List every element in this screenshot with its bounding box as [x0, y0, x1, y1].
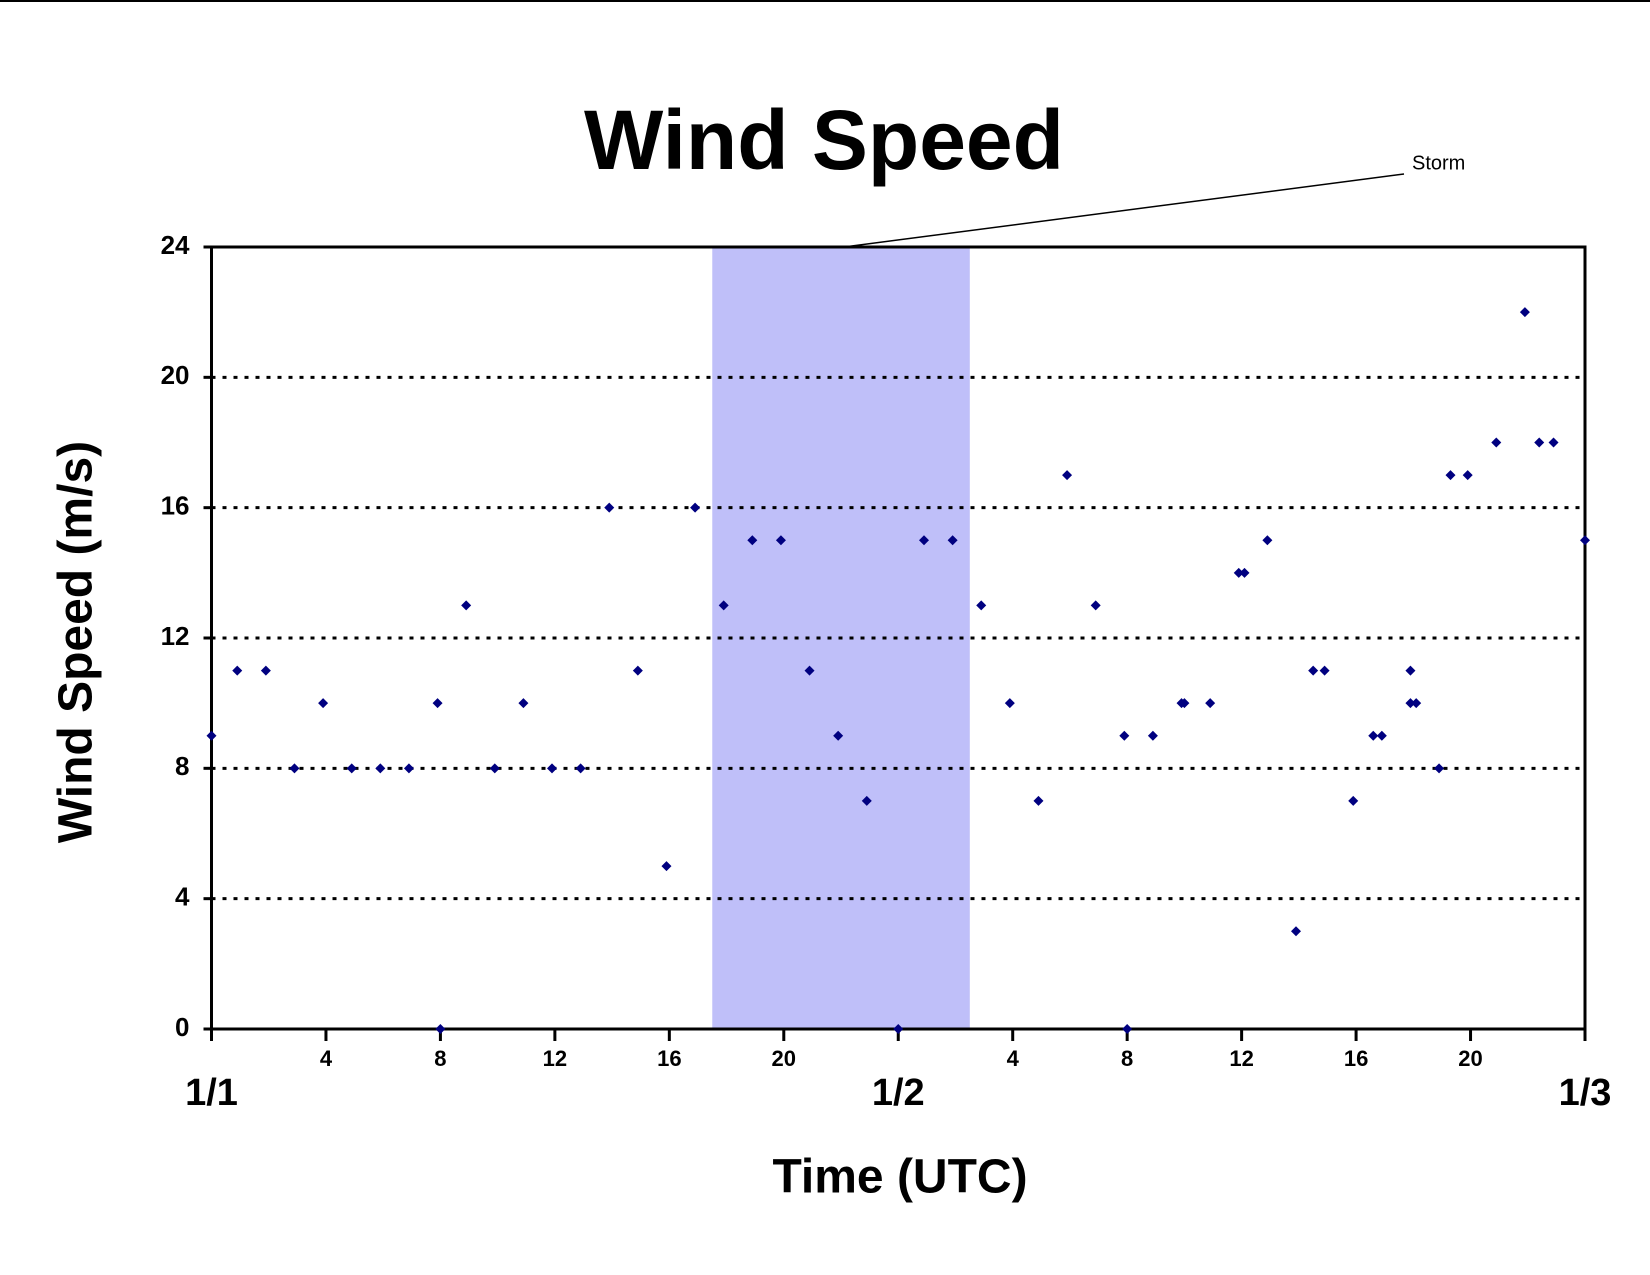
data-point: [947, 535, 958, 546]
data-point: [1376, 730, 1387, 741]
data-point: [833, 730, 844, 741]
y-tick-label: 24: [161, 230, 190, 260]
chart-title: Wind Speed: [584, 93, 1064, 187]
data-point: [518, 698, 529, 709]
data-point: [718, 600, 729, 611]
data-point: [1462, 470, 1473, 481]
data-point: [1239, 567, 1250, 578]
data-point: [1290, 926, 1301, 937]
data-point: [489, 763, 500, 774]
data-point: [747, 535, 758, 546]
data-point: [547, 763, 558, 774]
data-point: [1405, 698, 1416, 709]
data-point: [1062, 470, 1073, 481]
data-point: [318, 698, 329, 709]
data-point: [403, 763, 414, 774]
data-point: [1205, 698, 1216, 709]
data-point: [1090, 600, 1101, 611]
data-point: [893, 1024, 904, 1034]
data-point: [346, 763, 357, 774]
y-tick-label: 4: [175, 882, 190, 912]
data-point: [1368, 730, 1379, 741]
data-point: [1580, 535, 1590, 546]
data-point: [435, 1024, 446, 1034]
data-point: [804, 665, 815, 676]
data-point: [1548, 437, 1559, 448]
x-tick-label: 8: [1121, 1046, 1133, 1071]
x-tick-label: 12: [1229, 1046, 1253, 1071]
data-point: [690, 502, 701, 513]
y-tick-label: 20: [161, 360, 190, 390]
data-point: [661, 861, 672, 872]
data-point: [1147, 730, 1158, 741]
data-point: [1405, 665, 1416, 676]
data-point: [260, 665, 271, 676]
data-point: [861, 795, 872, 806]
y-axis-title: Wind Speed (m/s): [50, 441, 103, 843]
data-point: [461, 600, 472, 611]
y-tick-label: 12: [161, 621, 190, 651]
x-tick-label: 4: [1007, 1046, 1020, 1071]
data-point: [289, 763, 300, 774]
data-point: [432, 698, 443, 709]
data-point: [1033, 795, 1044, 806]
data-point: [976, 600, 987, 611]
data-point: [1119, 730, 1130, 741]
data-point: [575, 763, 586, 774]
data-point: [375, 763, 386, 774]
y-tick-label: 0: [175, 1012, 189, 1042]
data-point: [1122, 1024, 1133, 1034]
data-point: [1233, 567, 1244, 578]
x-tick-label: 16: [657, 1046, 681, 1071]
data-point: [1411, 698, 1422, 709]
data-point: [206, 730, 217, 741]
data-point: [1319, 665, 1330, 676]
data-point: [1445, 470, 1456, 481]
data-point: [604, 502, 615, 513]
annotation-label: Storm: [1412, 152, 1465, 174]
x-tick-label: 20: [1458, 1046, 1482, 1071]
data-point: [1519, 307, 1530, 318]
data-point: [919, 535, 930, 546]
annotation-leader: [843, 173, 1405, 248]
x-tick-label: 16: [1344, 1046, 1368, 1071]
data-point: [1534, 437, 1545, 448]
x-date-label: 1/3: [1559, 1072, 1612, 1114]
x-tick-label: 20: [772, 1046, 796, 1071]
x-tick-label: 8: [434, 1046, 446, 1071]
data-point: [1004, 698, 1015, 709]
data-point: [632, 665, 643, 676]
x-date-label: 1/1: [185, 1072, 238, 1114]
data-point: [1179, 698, 1190, 709]
data-point: [1308, 665, 1319, 676]
x-tick-label: 4: [320, 1046, 333, 1071]
x-date-label: 1/2: [872, 1072, 925, 1114]
data-point: [1262, 535, 1273, 546]
y-tick-label: 8: [175, 751, 189, 781]
y-tick-label: 16: [161, 491, 190, 521]
data-point: [775, 535, 786, 546]
data-point: [1348, 795, 1359, 806]
data-point: [1434, 763, 1445, 774]
data-point: [1491, 437, 1502, 448]
x-tick-label: 12: [543, 1046, 567, 1071]
x-axis-title: Time (UTC): [772, 1151, 1027, 1204]
data-point: [232, 665, 243, 676]
